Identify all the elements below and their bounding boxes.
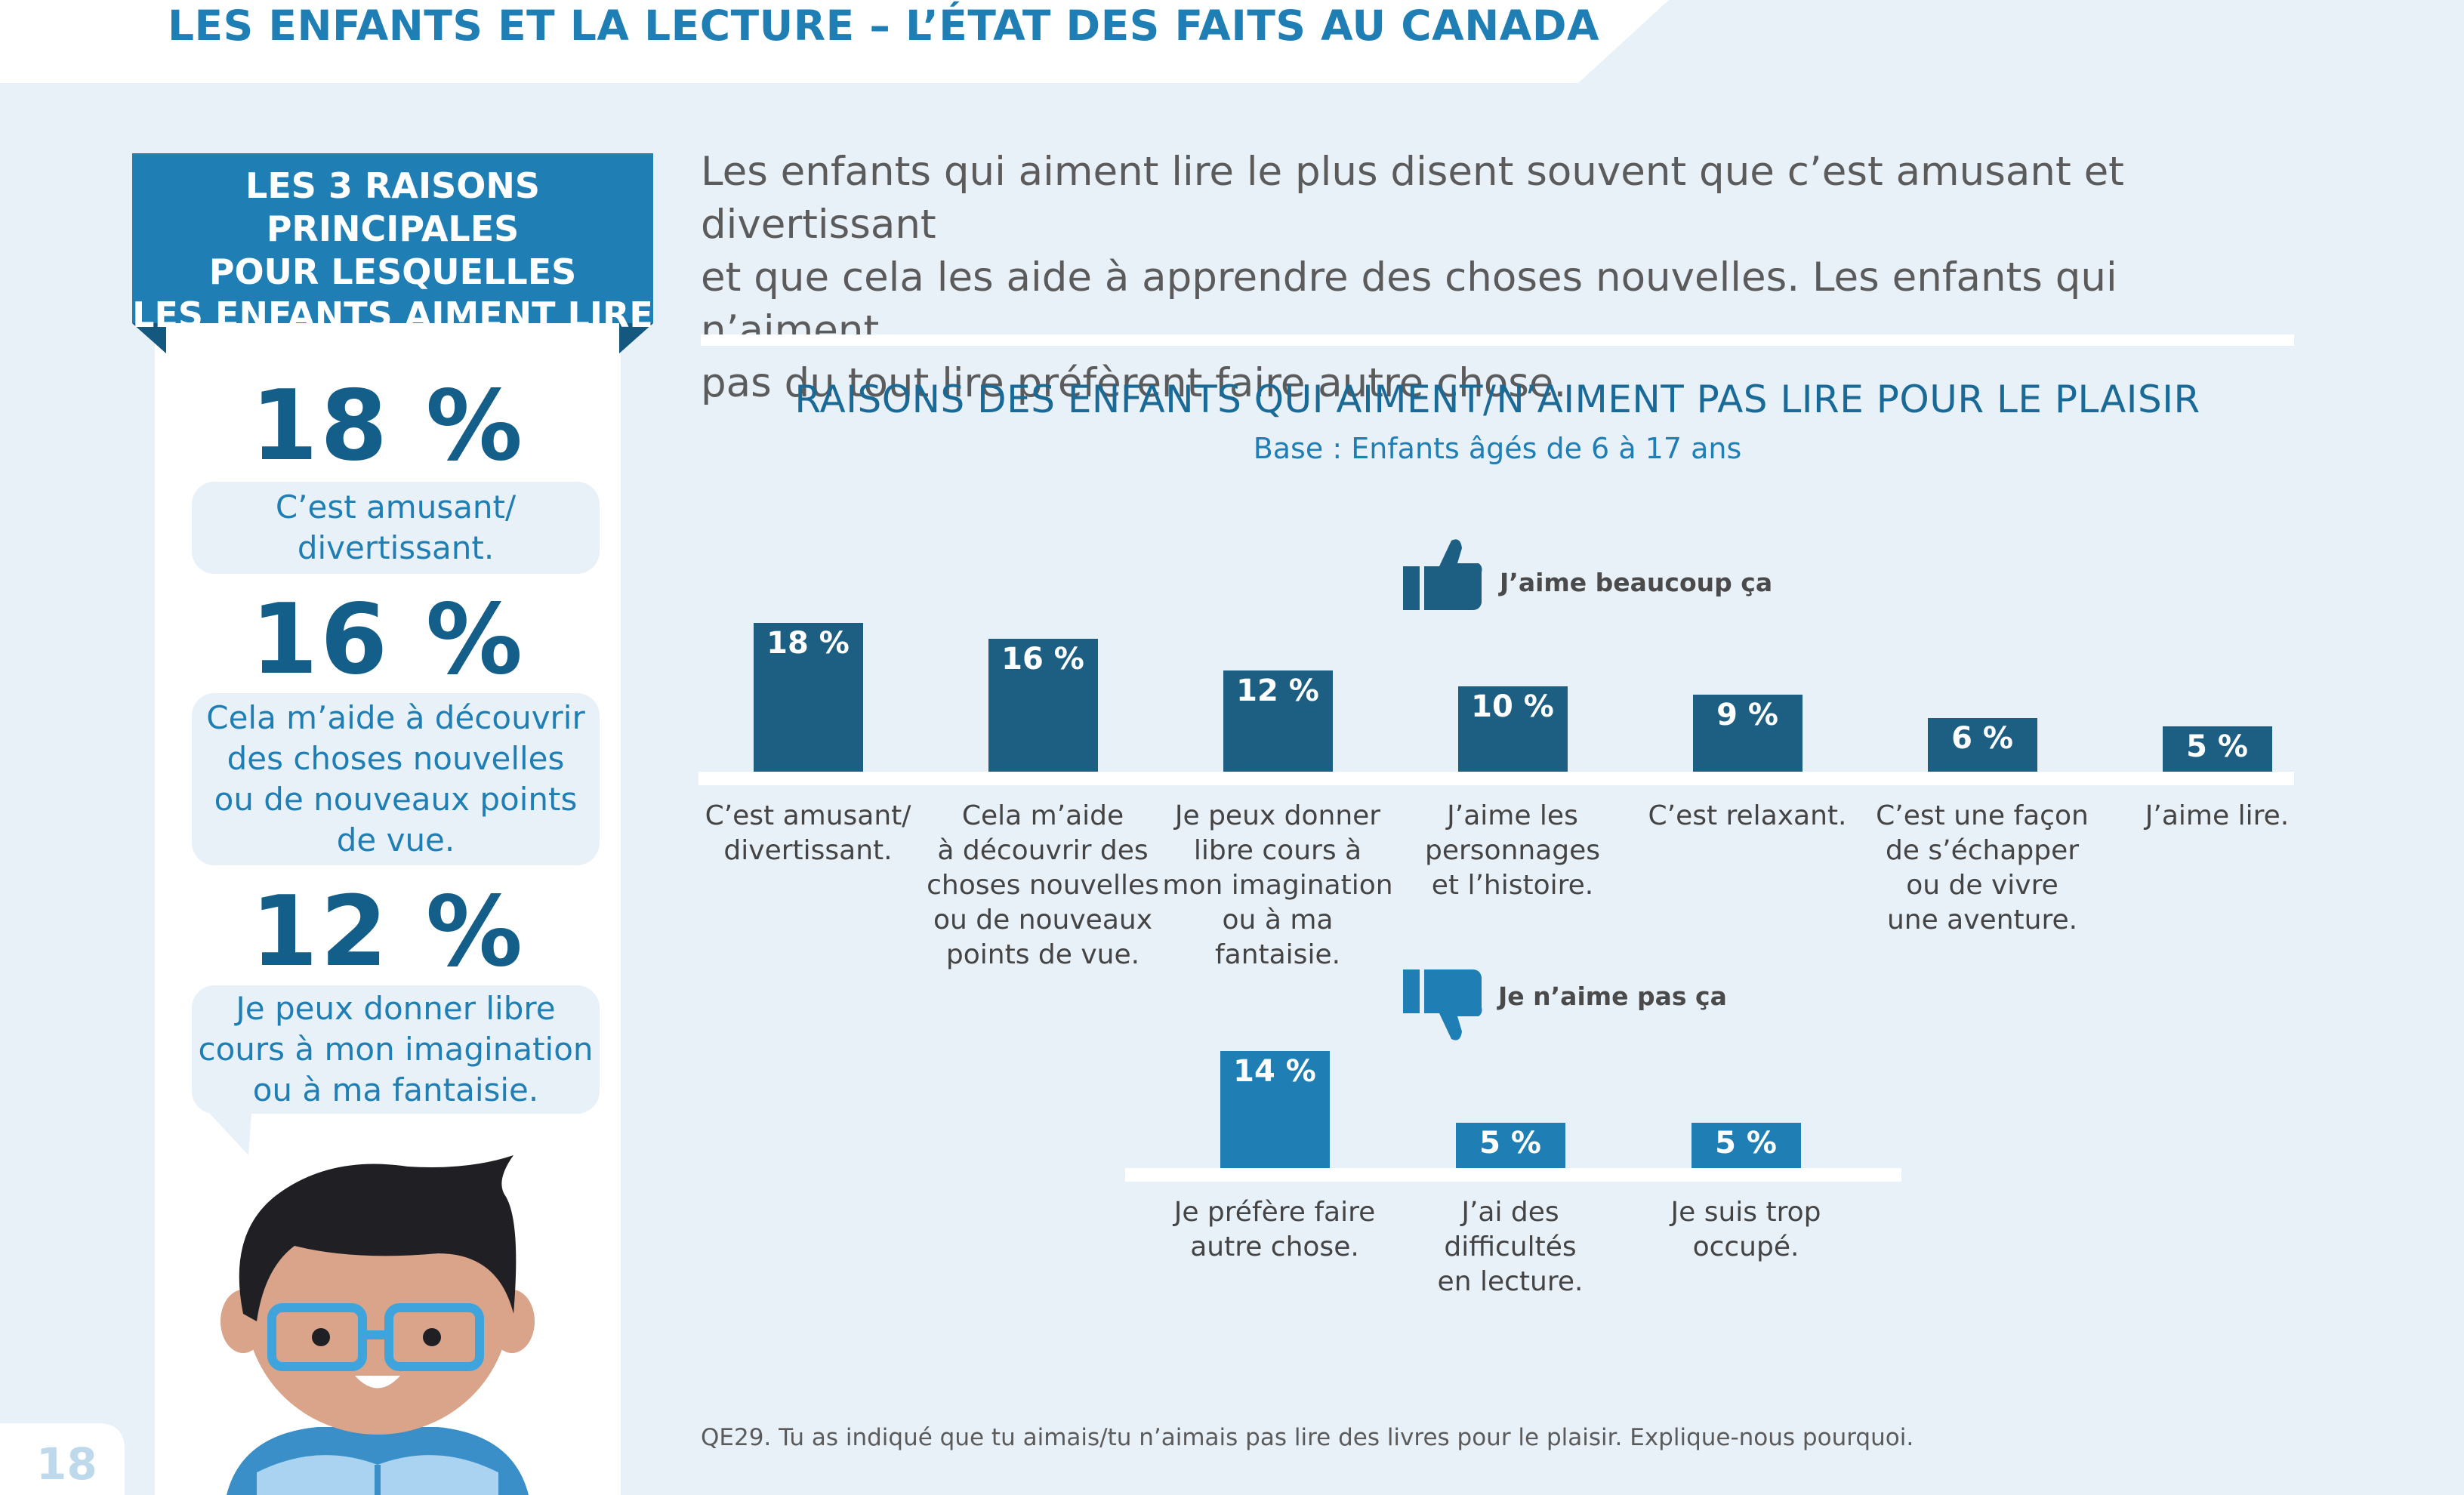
bar <box>1457 686 1568 772</box>
bar-value-label: 6 % <box>1951 721 2013 756</box>
category-label: Je préfère faire autre chose. <box>1173 1197 1376 1262</box>
stat-text-2: Cela m’aide à découvrir des choses nouve… <box>206 699 585 858</box>
stat-value-1: 18 % <box>251 370 525 482</box>
chart-title: RAISONS DES ENFANTS QUI AIMENT/N’AIMENT … <box>794 378 2200 421</box>
legend-dislike: Je n’aime pas ça <box>1498 982 1727 1011</box>
stat-bubble-1: C’est amusant/ divertissant. <box>192 482 600 574</box>
bar <box>753 623 863 772</box>
bar <box>1692 694 1803 772</box>
category-label: J’aime lire. <box>2145 800 2290 831</box>
bar-value-label: 18 % <box>766 626 850 661</box>
bar-value-label: 5 % <box>2186 729 2248 764</box>
bar <box>1691 1122 1801 1168</box>
category-label: Cela m’aide à découvrir des choses nouve… <box>927 800 1159 970</box>
chart-subtitle: Base : Enfants âgés de 6 à 17 ans <box>1253 432 1742 465</box>
intro-divider <box>701 334 2294 346</box>
page-number-tab <box>0 1423 125 1495</box>
sidebar-banner <box>132 153 653 353</box>
category-label: J’aime les personnages et l’histoire. <box>1424 800 1601 901</box>
speech-bubble-tail <box>199 1102 252 1155</box>
bar <box>2162 726 2272 772</box>
bar-value-label: 16 % <box>1001 642 1084 677</box>
stat-bubble-2: Cela m’aide à découvrir des choses nouve… <box>192 693 600 865</box>
page-title: LES ENFANTS ET LA LECTURE – L’ÉTAT DES F… <box>168 2 1600 50</box>
bar-value-label: 14 % <box>1233 1054 1316 1089</box>
bar <box>1927 718 2037 772</box>
category-label: J’ai des difficultés en lecture. <box>1437 1197 1584 1297</box>
bar-value-label: 5 % <box>1715 1125 1777 1161</box>
bar-value-label: 9 % <box>1716 697 1778 732</box>
page-number: 18 <box>36 1438 97 1490</box>
thumbs-down-icon <box>1403 969 1482 1040</box>
bar <box>988 639 1098 772</box>
boy-reading-illustration <box>220 1155 535 1495</box>
footnote: QE29. Tu as indiqué que tu aimais/tu n’a… <box>701 1424 1914 1451</box>
thumbs-up-icon <box>1403 539 1482 610</box>
category-label: C’est relaxant. <box>1648 800 1847 831</box>
legend-like: J’aime beaucoup ça <box>1500 568 1773 597</box>
category-label: Je suis trop occupé. <box>1670 1197 1821 1262</box>
category-label: C’est amusant/ divertissant. <box>705 800 911 866</box>
bar-value-label: 10 % <box>1471 689 1554 724</box>
header-bar <box>0 0 2464 83</box>
bar <box>1223 670 1333 772</box>
bar <box>1220 1051 1330 1168</box>
stat-bubble-3: Je peux donner libre cours à mon imagina… <box>192 985 600 1114</box>
intro-text: Les enfants qui aiment lire le plus dise… <box>701 149 2124 406</box>
sidebar-banner-text: LES 3 RAISONS PRINCIPALES POUR LESQUELLE… <box>132 165 653 378</box>
stat-value-3: 12 % <box>251 876 525 988</box>
category-label: Je peux donner libre cours à mon imagina… <box>1162 800 1393 970</box>
category-label: C’est une façon de s’échapper ou de vivr… <box>1876 800 2089 936</box>
chart-baseline <box>1125 1168 1901 1182</box>
bar-value-label: 5 % <box>1479 1125 1541 1161</box>
stat-value-2: 16 % <box>251 584 525 696</box>
chart-baseline <box>698 772 2294 785</box>
bar-value-label: 12 % <box>1236 674 1319 708</box>
stat-text-3: Je peux donner libre cours à mon imagina… <box>198 990 594 1108</box>
bar <box>1455 1122 1565 1168</box>
stat-text-1: C’est amusant/ divertissant. <box>275 489 517 566</box>
